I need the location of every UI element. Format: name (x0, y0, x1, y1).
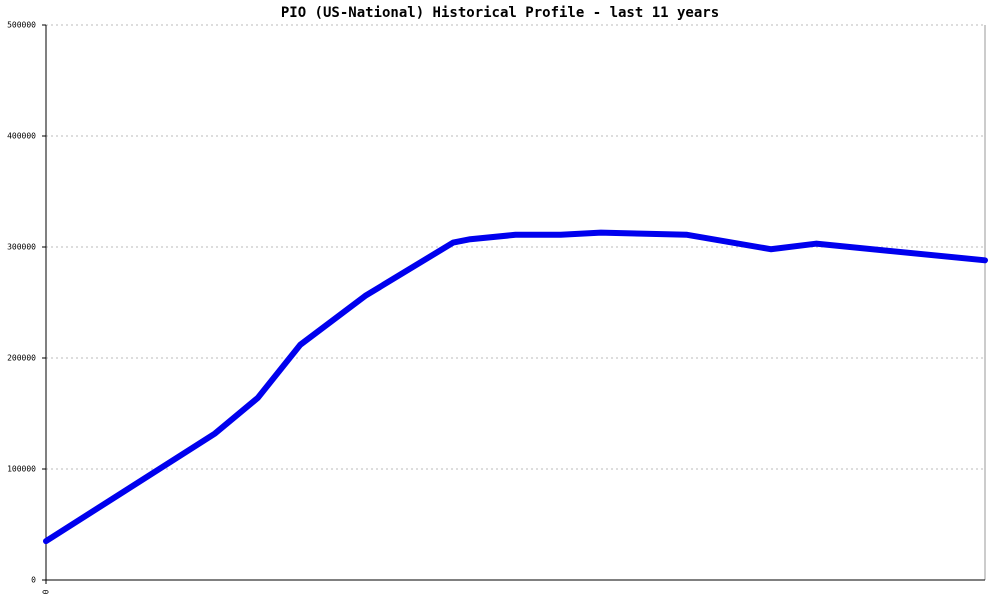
data-line (43, 229, 988, 545)
y-tick-label: 400000 (7, 132, 36, 141)
y-tick-label: 500000 (7, 21, 36, 30)
chart-title: PIO (US-National) Historical Profile - l… (281, 5, 719, 21)
y-tick-label: 100000 (7, 465, 36, 474)
y-tick-label: 200000 (7, 354, 36, 363)
x-tick-label: 0 (42, 589, 51, 594)
y-tick-label: 300000 (7, 243, 36, 252)
y-tick-label: 0 (31, 576, 36, 585)
